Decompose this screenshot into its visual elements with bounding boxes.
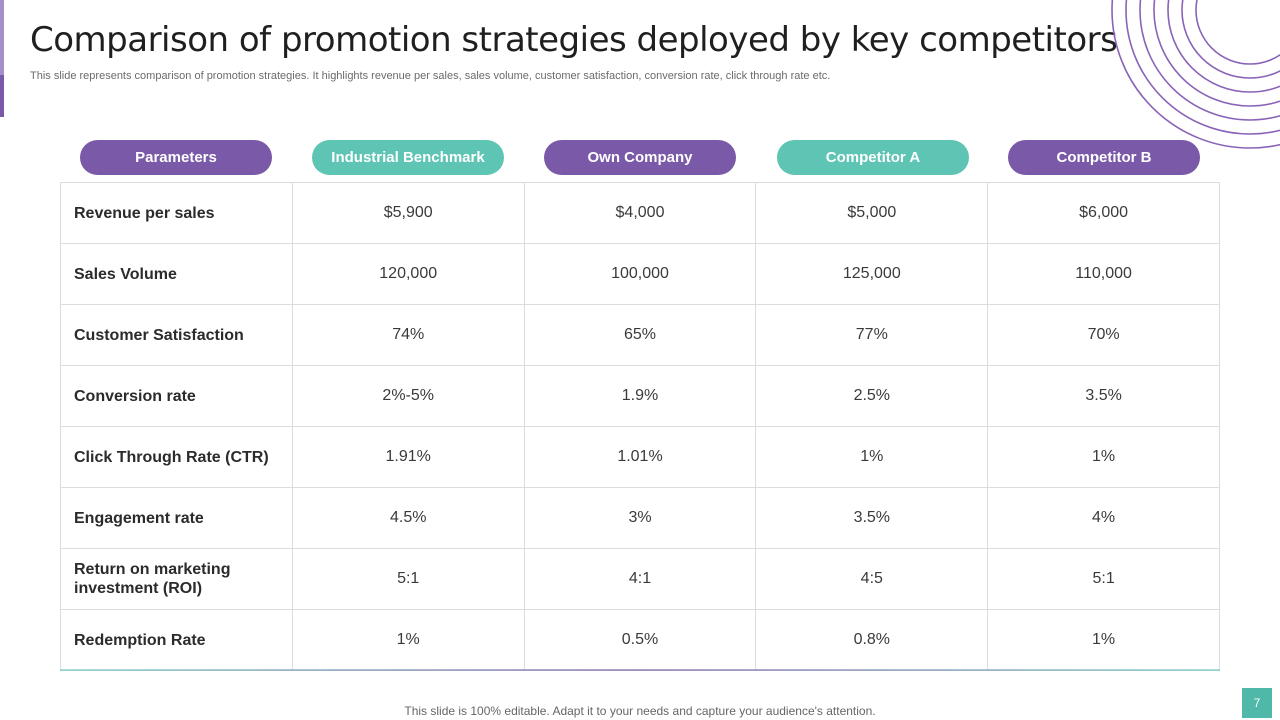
header-parameters: Parameters xyxy=(80,140,272,175)
left-accent-bar-light xyxy=(0,0,4,75)
value-cell: 4:5 xyxy=(756,549,989,609)
table-row: Conversion rate 2%-5% 1.9% 2.5% 3.5% xyxy=(61,366,1220,427)
value-cell: 74% xyxy=(293,305,525,365)
value-cell: 4:1 xyxy=(525,549,757,609)
table-row: Revenue per sales $5,900 $4,000 $5,000 $… xyxy=(61,183,1220,244)
value-cell: 110,000 xyxy=(988,244,1220,304)
value-cell: 3.5% xyxy=(988,366,1220,426)
value-cell: $4,000 xyxy=(525,183,757,243)
value-cell: 3.5% xyxy=(756,488,989,548)
value-cell: 1% xyxy=(988,427,1220,487)
value-cell: 65% xyxy=(525,305,757,365)
parameter-cell: Redemption Rate xyxy=(61,610,293,670)
parameter-cell: Click Through Rate (CTR) xyxy=(61,427,293,487)
value-cell: 1% xyxy=(988,610,1220,670)
value-cell: 120,000 xyxy=(293,244,525,304)
table-header: Parameters Industrial Benchmark Own Comp… xyxy=(60,140,1220,175)
parameter-cell: Sales Volume xyxy=(61,244,293,304)
parameter-cell: Return on marketing investment (ROI) xyxy=(61,549,293,609)
comparison-table: Revenue per sales $5,900 $4,000 $5,000 $… xyxy=(60,182,1220,671)
header-own-company: Own Company xyxy=(544,140,736,175)
slide-title: Comparison of promotion strategies deplo… xyxy=(30,20,1118,60)
value-cell: 1.01% xyxy=(525,427,757,487)
parameter-cell: Customer Satisfaction xyxy=(61,305,293,365)
value-cell: $5,900 xyxy=(293,183,525,243)
value-cell: 0.8% xyxy=(756,610,989,670)
value-cell: $6,000 xyxy=(988,183,1220,243)
table-row: Redemption Rate 1% 0.5% 0.8% 1% xyxy=(61,610,1220,671)
value-cell: 100,000 xyxy=(525,244,757,304)
value-cell: 1.91% xyxy=(293,427,525,487)
header-competitor-a: Competitor A xyxy=(777,140,969,175)
value-cell: $5,000 xyxy=(756,183,989,243)
header-industrial-benchmark: Industrial Benchmark xyxy=(312,140,504,175)
value-cell: 0.5% xyxy=(525,610,757,670)
table-row: Customer Satisfaction 74% 65% 77% 70% xyxy=(61,305,1220,366)
value-cell: 4% xyxy=(988,488,1220,548)
slide-subtitle: This slide represents comparison of prom… xyxy=(30,70,831,82)
value-cell: 2%-5% xyxy=(293,366,525,426)
page-number-badge: 7 xyxy=(1242,688,1272,718)
value-cell: 4.5% xyxy=(293,488,525,548)
concentric-rings-decoration xyxy=(1100,0,1280,150)
value-cell: 5:1 xyxy=(293,549,525,609)
table-bottom-accent xyxy=(60,669,1220,671)
value-cell: 1.9% xyxy=(525,366,757,426)
header-competitor-b: Competitor B xyxy=(1008,140,1200,175)
table-row: Sales Volume 120,000 100,000 125,000 110… xyxy=(61,244,1220,305)
value-cell: 1% xyxy=(293,610,525,670)
value-cell: 125,000 xyxy=(756,244,989,304)
value-cell: 5:1 xyxy=(988,549,1220,609)
value-cell: 1% xyxy=(756,427,989,487)
value-cell: 3% xyxy=(525,488,757,548)
value-cell: 2.5% xyxy=(756,366,989,426)
parameter-cell: Conversion rate xyxy=(61,366,293,426)
value-cell: 77% xyxy=(756,305,989,365)
parameter-cell: Engagement rate xyxy=(61,488,293,548)
table-row: Click Through Rate (CTR) 1.91% 1.01% 1% … xyxy=(61,427,1220,488)
slide-footer-note: This slide is 100% editable. Adapt it to… xyxy=(404,704,876,718)
table-row: Return on marketing investment (ROI) 5:1… xyxy=(61,549,1220,610)
table-row: Engagement rate 4.5% 3% 3.5% 4% xyxy=(61,488,1220,549)
value-cell: 70% xyxy=(988,305,1220,365)
parameter-cell: Revenue per sales xyxy=(61,183,293,243)
